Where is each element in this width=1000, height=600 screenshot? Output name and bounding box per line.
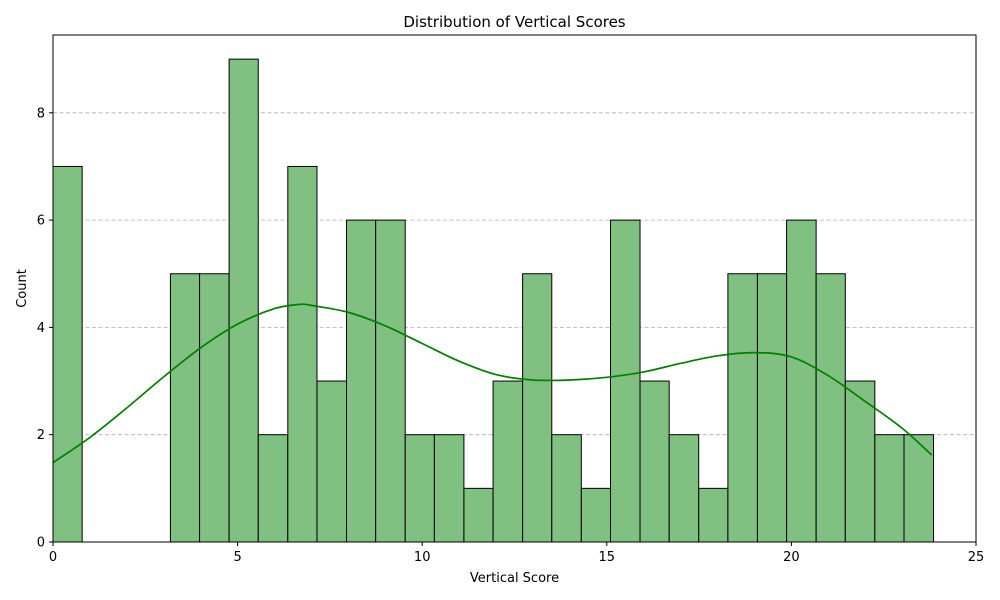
y-tick-label: 8: [37, 106, 45, 121]
bar-27: [844, 380, 876, 543]
x-tick-label: 25: [968, 550, 985, 565]
plot-frame: [52, 34, 977, 543]
y-tick-label: 4: [37, 321, 45, 336]
bar-16: [522, 273, 553, 543]
kde-curve-group: [52, 303, 933, 464]
bar-29: [903, 434, 935, 543]
y-axis-ticks: 0 2 4 6 8: [37, 106, 53, 551]
bar-18: [580, 487, 611, 543]
x-axis-ticks: 0 5 10 15 20 25: [49, 542, 984, 565]
bar-17: [551, 434, 582, 543]
x-tick-label: 10: [414, 550, 431, 565]
bar-28: [874, 434, 905, 543]
bar-22: [698, 487, 729, 543]
kde-line: [52, 303, 933, 464]
x-tick-label: 20: [783, 550, 800, 565]
bar-19: [609, 219, 641, 543]
x-tick-label: 5: [233, 550, 241, 565]
y-tick-label: 6: [37, 214, 45, 229]
bar-23: [727, 273, 758, 543]
bar-5: [199, 273, 230, 543]
bar-26: [815, 273, 846, 543]
x-tick-label: 15: [599, 550, 616, 565]
bar-8: [287, 165, 318, 543]
chart-title: Distribution of Vertical Scores: [403, 13, 625, 31]
x-tick-label: 0: [49, 550, 57, 565]
bar-24: [756, 273, 788, 543]
bar-10: [346, 219, 377, 543]
bar-20: [639, 380, 670, 543]
bar-25: [786, 219, 817, 543]
bar-9: [316, 380, 348, 543]
y-tick-label: 0: [37, 536, 45, 551]
x-axis-label: Vertical Score: [470, 571, 559, 586]
y-tick-label: 2: [37, 428, 45, 443]
histogram-bars: [52, 58, 935, 543]
bar-13: [433, 434, 465, 543]
bar-21: [668, 434, 700, 543]
bar-12: [404, 434, 435, 543]
bar-0: [52, 165, 83, 543]
bar-4: [169, 273, 201, 543]
bar-14: [463, 487, 494, 543]
bar-7: [257, 434, 289, 543]
bar-15: [492, 380, 524, 543]
bar-6: [228, 58, 259, 543]
bar-11: [375, 219, 406, 543]
y-axis-label: Count: [15, 269, 30, 308]
